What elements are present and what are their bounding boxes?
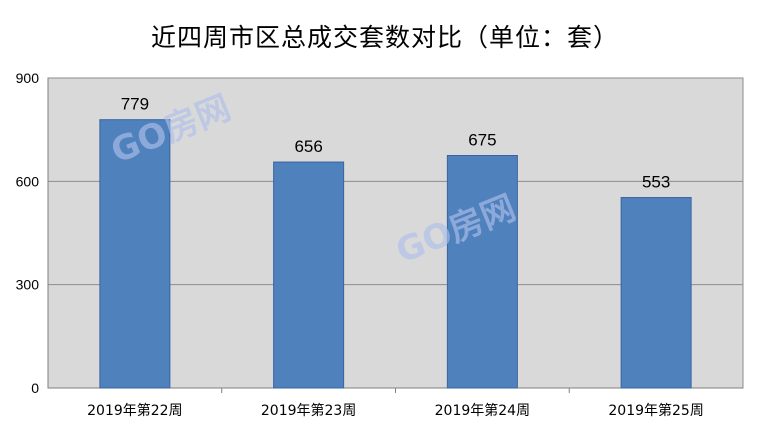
- bar: [620, 197, 692, 389]
- y-tick-label: 0: [31, 380, 39, 396]
- x-tick-label: 2019年第24周: [435, 402, 530, 419]
- bar: [273, 161, 345, 389]
- y-tick-label: 900: [16, 70, 40, 86]
- x-tick-label: 2019年第23周: [261, 402, 356, 419]
- x-tick-label: 2019年第25周: [608, 402, 703, 419]
- data-label: 675: [468, 131, 496, 150]
- y-tick-label: 300: [16, 277, 40, 293]
- data-label: 656: [294, 137, 322, 156]
- x-tick-label: 2019年第22周: [87, 402, 182, 419]
- data-label: 553: [642, 173, 670, 192]
- bar: [99, 119, 171, 389]
- bar: [446, 155, 518, 389]
- data-label: 779: [121, 95, 149, 114]
- y-tick-label: 600: [16, 173, 40, 189]
- chart-title: 近四周市区总成交套数对比（单位：套）: [150, 23, 619, 52]
